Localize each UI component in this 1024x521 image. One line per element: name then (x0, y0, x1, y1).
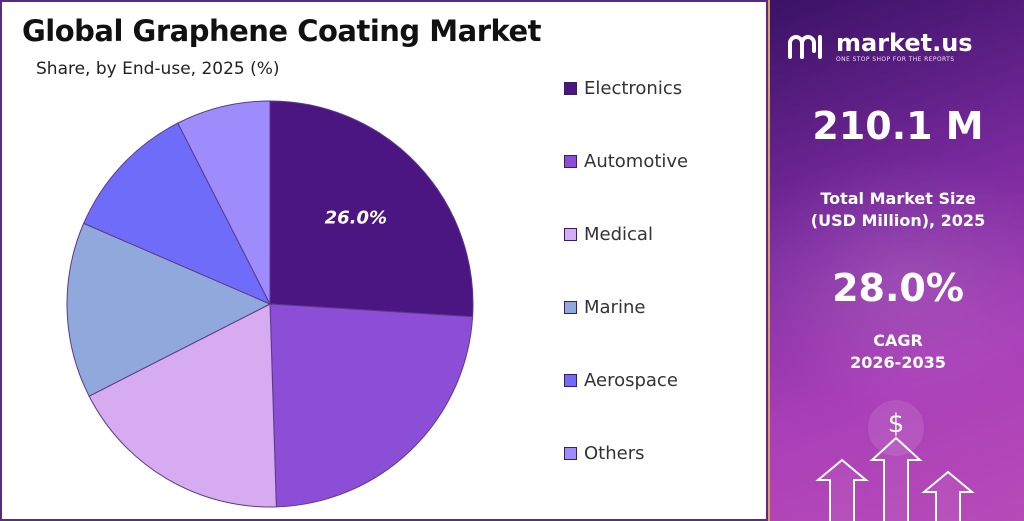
market-size-value: 210.1 M (812, 104, 984, 148)
legend-item-marine: Marine (564, 297, 645, 318)
legend-item-others: Others (564, 443, 645, 464)
arrow-up-icon (815, 458, 869, 521)
legend-item-aerospace: Aerospace (564, 370, 678, 391)
brand-name: market.us (836, 29, 973, 57)
arrow-up-icon (921, 470, 975, 521)
pie-slice-medical (88, 303, 277, 508)
pie-slice-electronics (269, 100, 474, 318)
data-label-electronics: 26.0% (325, 207, 387, 228)
dollar-sign-icon: $ (888, 409, 905, 439)
arrow-up-icon (869, 436, 923, 521)
legend-swatch (564, 155, 577, 168)
cagr-label-line1: CAGR (873, 331, 923, 350)
legend-item-automotive: Automotive (564, 151, 688, 172)
chart-title: Global Graphene Coating Market (22, 14, 542, 48)
legend-label: Others (584, 443, 645, 464)
pie-slice-marine (66, 222, 272, 397)
pie-slice-aerospace (83, 122, 272, 306)
legend-label: Electronics (584, 78, 683, 99)
legend-label: Medical (584, 224, 653, 245)
legend-label: Automotive (584, 151, 689, 172)
legend-swatch (564, 374, 577, 387)
market-size-label-line2: (USD Million), 2025 (810, 211, 986, 230)
pie-slice-automotive (269, 303, 474, 508)
growth-arrows-decoration: $ (815, 400, 975, 521)
brand-tagline: ONE STOP SHOP FOR THE REPORTS (836, 56, 955, 63)
market-us-logo-icon (788, 35, 822, 59)
pie-slice-others (177, 100, 271, 305)
legend-label: Aerospace (584, 370, 678, 391)
summary-panel: market.us ONE STOP SHOP FOR THE REPORTS … (768, 0, 1024, 521)
legend-label: Marine (584, 297, 646, 318)
legend-swatch (564, 82, 577, 95)
legend-swatch (564, 301, 577, 314)
legend-swatch (564, 228, 577, 241)
legend-swatch (564, 447, 577, 460)
cagr-label-line2: 2026-2035 (850, 353, 946, 372)
background-glow (770, 150, 1024, 410)
legend-item-electronics: Electronics (564, 78, 682, 99)
market-size-label-line1: Total Market Size (820, 189, 976, 208)
chart-subtitle: Share, by End-use, 2025 (%) (36, 59, 280, 79)
pie-chart: 26.0% (66, 100, 474, 508)
chart-panel: Global Graphene Coating Market Share, by… (0, 0, 768, 521)
brand-logo[interactable]: market.us ONE STOP SHOP FOR THE REPORTS (786, 30, 973, 64)
legend-item-medical: Medical (564, 224, 653, 245)
cagr-value: 28.0% (832, 266, 964, 310)
